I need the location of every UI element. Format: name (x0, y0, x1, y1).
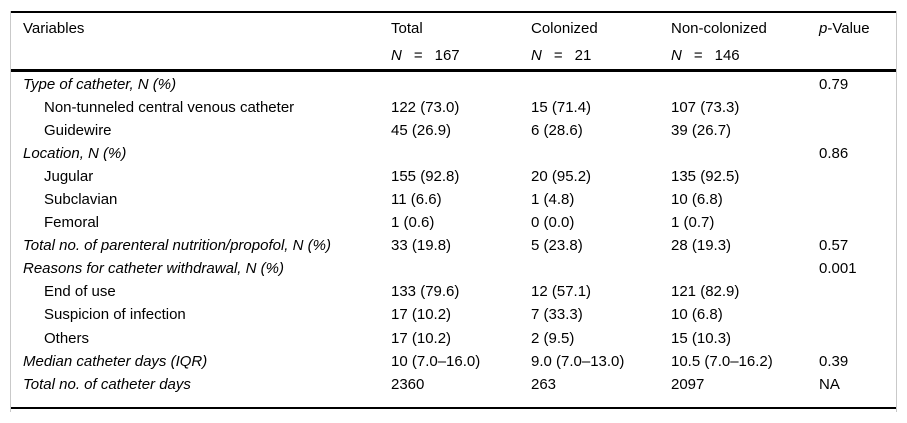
cell-total: 122 (73.0) (391, 98, 460, 116)
table-row: Location, N (%) 0.86 (23, 142, 894, 165)
table-frame: Variables Total N = 167 Colonized N = 21 Non… (10, 11, 897, 412)
cell-non-colonized: 135 (92.5) (671, 167, 740, 185)
column-header-colonized-n: N = 21 (531, 47, 592, 64)
row-label: Reasons for catheter withdrawal, N (%) (23, 260, 284, 278)
cell-non-colonized: 10.5 (7.0–16.2) (671, 352, 773, 370)
row-label: End of use (44, 283, 116, 301)
cell-colonized: 20 (95.2) (531, 167, 592, 185)
cell-p-value: 0.39 (819, 352, 849, 370)
row-label: Non-tunneled central venous catheter (44, 98, 295, 116)
cell-colonized: 12 (57.1) (531, 283, 592, 301)
row-label: Median catheter days (IQR) (23, 352, 208, 370)
table-header: Variables Total N = 167 Colonized N = 21 Non… (23, 19, 894, 65)
row-label: Others (44, 329, 90, 347)
cell-total: 33 (19.8) (391, 237, 452, 255)
table-row: Jugular 155 (92.8) 20 (95.2) 135 (92.5) (23, 165, 894, 188)
cell-colonized: 9.0 (7.0–13.0) (531, 352, 625, 370)
row-label: Total no. of parenteral nutrition/propof… (23, 237, 331, 255)
table-row: Type of catheter, N (%) 0.79 (23, 73, 894, 96)
cell-non-colonized: 121 (82.9) (671, 283, 740, 301)
cell-total: 17 (10.2) (391, 329, 452, 347)
cell-p-value: 0.001 (819, 260, 857, 278)
cell-total: 133 (79.6) (391, 283, 460, 301)
cell-colonized: 7 (33.3) (531, 306, 583, 324)
cell-non-colonized: 10 (6.8) (671, 306, 723, 324)
row-label: Guidewire (44, 121, 112, 139)
cell-total: 1 (0.6) (391, 214, 435, 232)
table-row: Reasons for catheter withdrawal, N (%) 0… (23, 258, 894, 281)
table-header-rule (11, 69, 896, 72)
cell-p-value: 0.79 (819, 75, 849, 93)
table-row: Femoral 1 (0.6) 0 (0.0) 1 (0.7) (23, 212, 894, 235)
column-header-non-colonized-label: Non-colonized (671, 20, 767, 37)
table-bottom-rule (11, 407, 896, 409)
cell-non-colonized: 1 (0.7) (671, 214, 715, 232)
cell-non-colonized: 39 (26.7) (671, 121, 732, 139)
table-row: Subclavian 11 (6.6) 1 (4.8) 10 (6.8) (23, 188, 894, 211)
cell-colonized: 6 (28.6) (531, 121, 583, 139)
column-header-p-value: p-Value (819, 20, 870, 37)
column-header-colonized: Colonized N = 21 (531, 19, 671, 65)
row-label: Subclavian (44, 191, 118, 209)
cell-non-colonized: 107 (73.3) (671, 98, 740, 116)
cell-colonized: 2 (9.5) (531, 329, 575, 347)
table-row: Median catheter days (IQR) 10 (7.0–16.0)… (23, 350, 894, 373)
cell-total: 2360 (391, 375, 425, 393)
row-label: Jugular (44, 167, 94, 185)
cell-total: 10 (7.0–16.0) (391, 352, 481, 370)
table-row: Guidewire 45 (26.9) 6 (28.6) 39 (26.7) (23, 119, 894, 142)
cell-colonized: 5 (23.8) (531, 237, 583, 255)
table-row: Suspicion of infection 17 (10.2) 7 (33.3… (23, 304, 894, 327)
cell-colonized: 0 (0.0) (531, 214, 575, 232)
cell-p-value: 0.86 (819, 144, 849, 162)
table-row: Total no. of catheter days 2360 263 2097… (23, 373, 894, 396)
column-header-non-colonized: Non-colonized N = 146 (671, 19, 819, 65)
table-row: Others 17 (10.2) 2 (9.5) 15 (10.3) (23, 327, 894, 350)
cell-non-colonized: 15 (10.3) (671, 329, 732, 347)
cell-total: 45 (26.9) (391, 121, 452, 139)
column-header-variables: Variables (23, 20, 85, 37)
row-label: Total no. of catheter days (23, 375, 191, 393)
table-row: Total no. of parenteral nutrition/propof… (23, 235, 894, 258)
cell-total: 17 (10.2) (391, 306, 452, 324)
row-label: Type of catheter, N (%) (23, 75, 177, 93)
cell-non-colonized: 10 (6.8) (671, 191, 723, 209)
table-row: Non-tunneled central venous catheter 122… (23, 96, 894, 119)
column-header-non-colonized-n: N = 146 (671, 47, 740, 64)
row-label: Location, N (%) (23, 144, 127, 162)
cell-p-value: 0.57 (819, 237, 849, 255)
row-label: Suspicion of infection (44, 306, 186, 324)
column-header-total: Total N = 167 (391, 19, 531, 65)
cell-non-colonized: 28 (19.3) (671, 237, 732, 255)
table-top-rule (11, 11, 896, 13)
column-header-colonized-label: Colonized (531, 20, 598, 37)
cell-total: 11 (6.6) (391, 191, 442, 209)
cell-colonized: 1 (4.8) (531, 191, 575, 209)
column-header-total-label: Total (391, 20, 423, 37)
cell-total: 155 (92.8) (391, 167, 460, 185)
row-label: Femoral (44, 214, 100, 232)
cell-colonized: 15 (71.4) (531, 98, 592, 116)
cell-non-colonized: 2097 (671, 375, 705, 393)
cell-colonized: 263 (531, 375, 557, 393)
table-row: End of use 133 (79.6) 12 (57.1) 121 (82.… (23, 281, 894, 304)
table-body: Type of catheter, N (%) 0.79 Non-tunnele… (23, 73, 894, 396)
column-header-total-n: N = 167 (391, 47, 460, 64)
cell-p-value: NA (819, 375, 840, 393)
